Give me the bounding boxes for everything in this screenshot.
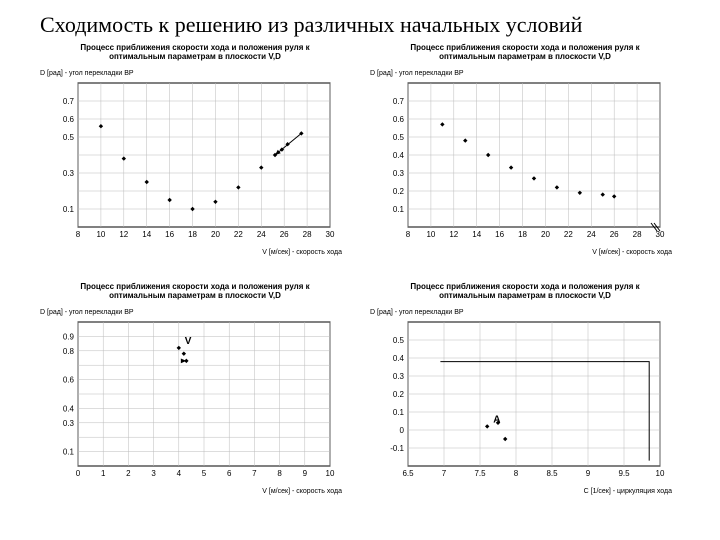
svg-text:0.3: 0.3 bbox=[63, 169, 75, 178]
svg-text:9: 9 bbox=[303, 469, 308, 478]
svg-text:6.5: 6.5 bbox=[402, 469, 414, 478]
chart-ylabel: D [рад] - угол перекладки ВР bbox=[40, 309, 350, 316]
chart-ylabel: D [рад] - угол перекладки ВР bbox=[40, 70, 350, 77]
svg-text:7.5: 7.5 bbox=[474, 469, 486, 478]
chart-xlabel: C [1/сек] - циркуляция хода bbox=[370, 488, 680, 495]
svg-text:2: 2 bbox=[126, 469, 131, 478]
svg-text:0.1: 0.1 bbox=[393, 408, 405, 417]
svg-text:30: 30 bbox=[656, 230, 665, 239]
chart-title: Процесс приближения скорости хода и поло… bbox=[40, 44, 350, 70]
svg-text:14: 14 bbox=[142, 230, 151, 239]
svg-text:0.9: 0.9 bbox=[63, 332, 75, 341]
chart-panel-2: Процесс приближения скорости хода и поло… bbox=[40, 283, 350, 514]
chart-svg: 0 1 2 3 4 5 6 7 8 9 10 0.1 0.3 0.4 0.6 0.8 0.9 V bbox=[40, 316, 340, 486]
chart-title: Процесс приближения скорости хода и поло… bbox=[370, 283, 680, 309]
svg-text:0.5: 0.5 bbox=[393, 336, 405, 345]
svg-text:V: V bbox=[185, 336, 192, 347]
svg-text:A: A bbox=[493, 414, 500, 425]
chart-grid: Процесс приближения скорости хода и поло… bbox=[40, 44, 680, 514]
chart-panel-1: Процесс приближения скорости хода и поло… bbox=[370, 44, 680, 275]
svg-text:10: 10 bbox=[326, 469, 335, 478]
svg-text:20: 20 bbox=[541, 230, 550, 239]
svg-text:6: 6 bbox=[227, 469, 232, 478]
svg-text:0.1: 0.1 bbox=[63, 448, 75, 457]
svg-text:-0.1: -0.1 bbox=[390, 444, 404, 453]
chart-svg: 8 10 12 14 16 18 20 22 24 26 28 30 0.1 0.2 0.3 0.4 0.5 0.… bbox=[370, 77, 670, 247]
svg-text:30: 30 bbox=[326, 230, 335, 239]
chart-panel-0: Процесс приближения скорости хода и поло… bbox=[40, 44, 350, 275]
chart-xlabel: V [м/сек] - скорость хода bbox=[40, 249, 350, 256]
svg-text:0.8: 0.8 bbox=[63, 347, 75, 356]
svg-text:28: 28 bbox=[633, 230, 642, 239]
svg-text:8: 8 bbox=[76, 230, 81, 239]
svg-text:16: 16 bbox=[495, 230, 504, 239]
svg-text:4: 4 bbox=[177, 469, 182, 478]
svg-text:12: 12 bbox=[119, 230, 128, 239]
svg-text:1: 1 bbox=[101, 469, 106, 478]
svg-text:8: 8 bbox=[514, 469, 519, 478]
svg-text:20: 20 bbox=[211, 230, 220, 239]
chart-title: Процесс приближения скорости хода и поло… bbox=[40, 283, 350, 309]
svg-text:8: 8 bbox=[406, 230, 411, 239]
svg-text:10: 10 bbox=[96, 230, 105, 239]
svg-text:0: 0 bbox=[400, 426, 405, 435]
svg-text:16: 16 bbox=[165, 230, 174, 239]
svg-text:0.6: 0.6 bbox=[393, 115, 405, 124]
svg-text:0.3: 0.3 bbox=[393, 169, 405, 178]
svg-text:0: 0 bbox=[76, 469, 81, 478]
svg-text:24: 24 bbox=[587, 230, 596, 239]
svg-text:22: 22 bbox=[234, 230, 243, 239]
svg-text:0.3: 0.3 bbox=[393, 372, 405, 381]
svg-text:9.5: 9.5 bbox=[618, 469, 630, 478]
svg-text:12: 12 bbox=[449, 230, 458, 239]
svg-text:7: 7 bbox=[442, 469, 447, 478]
chart-ylabel: D [рад] - угол перекладки ВР bbox=[370, 70, 680, 77]
chart-panel-3: Процесс приближения скорости хода и поло… bbox=[370, 283, 680, 514]
svg-text:26: 26 bbox=[610, 230, 619, 239]
svg-text:18: 18 bbox=[518, 230, 527, 239]
svg-text:0.7: 0.7 bbox=[393, 97, 405, 106]
svg-text:7: 7 bbox=[252, 469, 257, 478]
chart-xlabel: V [м/сек] - скорость хода bbox=[370, 249, 680, 256]
svg-text:0.2: 0.2 bbox=[393, 187, 405, 196]
svg-text:0.6: 0.6 bbox=[63, 115, 75, 124]
chart-svg: 6.5 7 7.5 8 8.5 9 9.5 10 -0.1 0 0.1 0.2 0.3 0.4 0.5 A bbox=[370, 316, 670, 486]
svg-text:0.1: 0.1 bbox=[63, 205, 75, 214]
svg-text:5: 5 bbox=[202, 469, 207, 478]
svg-text:0.5: 0.5 bbox=[393, 133, 405, 142]
svg-text:0.4: 0.4 bbox=[393, 151, 405, 160]
page-title: Сходимость к решению из различных началь… bbox=[40, 12, 680, 38]
svg-text:18: 18 bbox=[188, 230, 197, 239]
svg-text:26: 26 bbox=[280, 230, 289, 239]
svg-text:0.4: 0.4 bbox=[393, 354, 405, 363]
svg-text:8.5: 8.5 bbox=[546, 469, 558, 478]
chart-svg: 8 10 12 14 16 18 20 22 24 26 28 30 0.1 0.3 0.5 0.6 0.7 bbox=[40, 77, 340, 247]
svg-text:0.3: 0.3 bbox=[63, 419, 75, 428]
svg-text:0.5: 0.5 bbox=[63, 133, 75, 142]
svg-text:22: 22 bbox=[564, 230, 573, 239]
chart-ylabel: D [рад] - угол перекладки ВР bbox=[370, 309, 680, 316]
svg-text:14: 14 bbox=[472, 230, 481, 239]
svg-text:0.4: 0.4 bbox=[63, 404, 75, 413]
svg-text:0.1: 0.1 bbox=[393, 205, 405, 214]
svg-text:3: 3 bbox=[151, 469, 156, 478]
page: Сходимость к решению из различных началь… bbox=[0, 0, 720, 540]
svg-text:0.7: 0.7 bbox=[63, 97, 75, 106]
svg-text:24: 24 bbox=[257, 230, 266, 239]
svg-text:10: 10 bbox=[426, 230, 435, 239]
svg-text:9: 9 bbox=[586, 469, 591, 478]
svg-text:0.6: 0.6 bbox=[63, 376, 75, 385]
svg-text:10: 10 bbox=[656, 469, 665, 478]
chart-xlabel: V [м/сек] - скорость хода bbox=[40, 488, 350, 495]
svg-text:0.2: 0.2 bbox=[393, 390, 405, 399]
chart-title: Процесс приближения скорости хода и поло… bbox=[370, 44, 680, 70]
svg-text:8: 8 bbox=[277, 469, 282, 478]
svg-text:28: 28 bbox=[303, 230, 312, 239]
